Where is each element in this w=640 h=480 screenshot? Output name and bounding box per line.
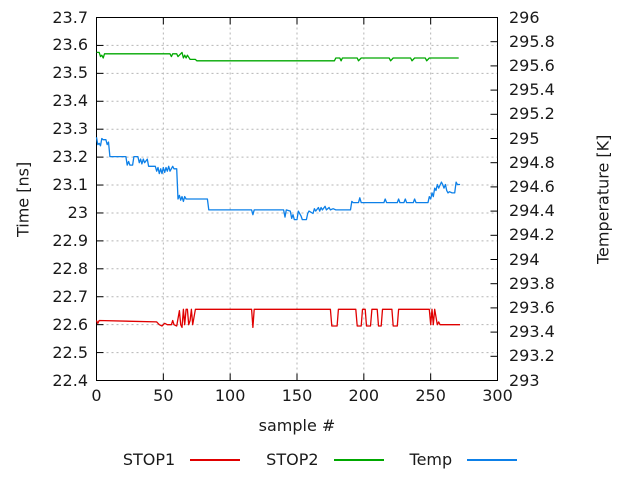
y-left-tick-label: 23.7 [52, 7, 88, 27]
y-left-tick-label: 22.8 [52, 258, 88, 278]
x-tick-label: 200 [348, 386, 380, 405]
y-left-tick-label: 23.4 [52, 91, 88, 111]
y-right-tick-label: 295.6 [509, 55, 555, 75]
x-tick-label: 0 [91, 386, 102, 405]
y-right-tick-label: 293.6 [509, 297, 555, 317]
y-right-tick-label: 294 [509, 249, 540, 269]
y-left-tick-label: 23.1 [52, 175, 88, 195]
y-left-tick-label: 23.2 [52, 147, 88, 167]
legend-entry-temp: Temp [410, 450, 518, 469]
legend-label-stop2: STOP2 [266, 450, 319, 469]
legend-line-swatch-temp [467, 458, 518, 461]
y-right-tick-label: 295.4 [509, 80, 555, 100]
y-right-tick-label: 295.8 [509, 31, 555, 51]
legend-entry-stop2: STOP2 [266, 450, 384, 469]
y-left-tick-label: 23.5 [52, 63, 88, 83]
x-tick-label: 100 [214, 386, 246, 405]
legend: STOP1 STOP2 Temp [0, 450, 640, 469]
legend-label-temp: Temp [409, 450, 453, 469]
y-axis-title-right: Temperature [K] [593, 134, 613, 264]
y-left-tick-label: 22.5 [52, 342, 88, 362]
y-left-tick-label: 22.4 [52, 370, 88, 390]
y-right-tick-label: 293.2 [509, 346, 555, 366]
x-tick-label: 300 [482, 386, 513, 405]
x-axis-title: sample # [258, 416, 336, 435]
y-right-tick-label: 294.2 [509, 225, 555, 245]
y-left-tick-label: 23.6 [52, 35, 88, 55]
y-left-tick-label: 22.6 [52, 314, 88, 334]
legend-entry-stop1: STOP1 [122, 450, 241, 469]
y-left-tick-label: 22.7 [52, 286, 88, 306]
x-tick-label: 150 [281, 386, 313, 405]
y-left-tick-label: 23.3 [52, 119, 88, 139]
x-tick-label: 250 [415, 386, 446, 405]
y-right-tick-label: 295.2 [509, 104, 555, 124]
legend-line-swatch-stop1 [190, 458, 241, 461]
y-right-tick-label: 294.8 [509, 152, 555, 172]
y-right-tick-label: 295 [509, 128, 540, 148]
y-right-tick-label: 294.6 [509, 176, 555, 196]
y-right-tick-label: 293 [509, 370, 540, 390]
y-left-tick-label: 22.9 [52, 230, 88, 250]
legend-line-swatch-stop2 [333, 458, 384, 461]
series-line-stop1 [95, 308, 461, 329]
series-line-stop2 [96, 51, 459, 62]
y-right-tick-label: 293.8 [509, 273, 555, 293]
x-tick-label: 50 [153, 386, 174, 405]
legend-label-stop1: STOP1 [122, 450, 176, 469]
y-right-tick-label: 294.4 [509, 201, 555, 221]
y-left-tick-label: 23 [67, 202, 88, 222]
series-line-temp [95, 137, 461, 221]
y-right-tick-label: 296 [509, 7, 540, 27]
y-right-tick-label: 293.4 [509, 322, 555, 342]
